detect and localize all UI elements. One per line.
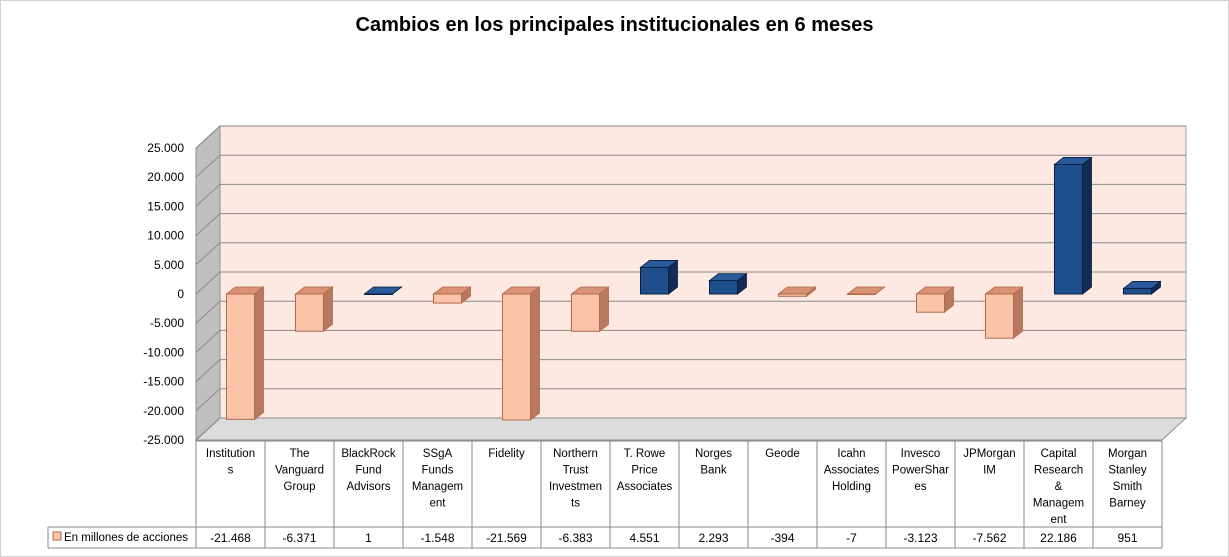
gridline xyxy=(195,388,1186,412)
data-value-label: 4.551 xyxy=(629,531,659,545)
data-value-label: -7 xyxy=(846,531,857,545)
bar-side xyxy=(254,286,264,421)
y-tick-label: -25.000 xyxy=(143,433,184,447)
chart-title: Cambios en los principales institucional… xyxy=(355,14,874,36)
gridline xyxy=(195,213,1186,236)
bar-side xyxy=(530,286,540,421)
bar xyxy=(226,293,255,420)
bar xyxy=(709,280,738,295)
y-tick-label: -5.000 xyxy=(150,316,184,330)
y-tick-label: -15.000 xyxy=(143,375,184,389)
bar xyxy=(502,293,531,421)
bar xyxy=(640,266,669,295)
gridline xyxy=(195,417,1186,441)
category-label: Geode xyxy=(765,448,800,460)
data-value-label: -6.383 xyxy=(558,531,592,545)
y-tick-label: 25.000 xyxy=(147,141,184,155)
chart-floor xyxy=(194,417,1188,441)
bar xyxy=(916,293,945,313)
bar xyxy=(985,293,1014,339)
category-label: Institution s xyxy=(206,448,255,477)
legend-series-name: En millones de acciones xyxy=(64,532,188,544)
data-value-label: 22.186 xyxy=(1040,531,1077,545)
y-tick-label: 10.000 xyxy=(147,229,184,243)
data-value-label: -6.371 xyxy=(282,531,316,545)
bar xyxy=(433,293,462,304)
data-value-label: -21.468 xyxy=(210,531,251,545)
y-tick-label: -10.000 xyxy=(143,345,184,359)
bar-side xyxy=(599,286,609,333)
bar-side xyxy=(1082,156,1092,295)
bar xyxy=(364,293,393,295)
category-label: T. Rowe Price Associates xyxy=(617,448,673,493)
data-value-label: 2.293 xyxy=(698,531,728,545)
category-label: Fidelity xyxy=(488,448,525,460)
data-value-label: -3.123 xyxy=(903,531,937,545)
category-label: Norges Bank xyxy=(695,448,732,477)
category-label: Icahn Associates Holding xyxy=(824,448,880,493)
category-label: Northern Trust Investmen ts xyxy=(549,448,602,510)
data-value-label: -7.562 xyxy=(972,531,1006,545)
bar xyxy=(778,293,807,297)
bar xyxy=(295,293,324,332)
bar xyxy=(847,293,876,295)
y-tick-label: -20.000 xyxy=(143,404,184,418)
gridline xyxy=(195,125,1186,149)
bar xyxy=(1123,287,1152,295)
category-label: Morgan Stanley Smith Barney xyxy=(1108,448,1147,510)
y-tick-label: 0 xyxy=(177,287,184,301)
gridline xyxy=(195,154,1186,178)
legend-swatch xyxy=(52,531,62,541)
data-value-label: -394 xyxy=(770,531,794,545)
data-value-label: -1.548 xyxy=(420,531,454,545)
gridline xyxy=(195,271,1186,295)
category-label: JPMorgan IM xyxy=(963,448,1015,477)
gridline xyxy=(195,300,1186,324)
y-tick-label: 5.000 xyxy=(154,258,184,272)
bar-side xyxy=(323,286,333,333)
category-label: BlackRock Fund Advisors xyxy=(341,448,396,493)
data-value-label: -21.569 xyxy=(486,531,527,545)
gridline xyxy=(195,329,1186,353)
bar xyxy=(1054,163,1083,295)
data-value-label: 1 xyxy=(365,531,372,545)
category-label: Invesco PowerShar es xyxy=(892,448,949,493)
data-value-label: 951 xyxy=(1117,531,1137,545)
category-label: Capital Research & Managem ent xyxy=(1033,448,1084,526)
gridline xyxy=(195,359,1186,382)
y-tick-label: 20.000 xyxy=(147,170,184,184)
y-tick-label: 15.000 xyxy=(147,199,184,213)
category-label: SSgA Funds Managem ent xyxy=(412,448,463,510)
bar-side xyxy=(1013,286,1023,339)
gridline xyxy=(195,242,1186,266)
gridline xyxy=(195,183,1186,207)
category-label: The Vanguard Group xyxy=(275,448,324,493)
bar xyxy=(571,293,600,332)
